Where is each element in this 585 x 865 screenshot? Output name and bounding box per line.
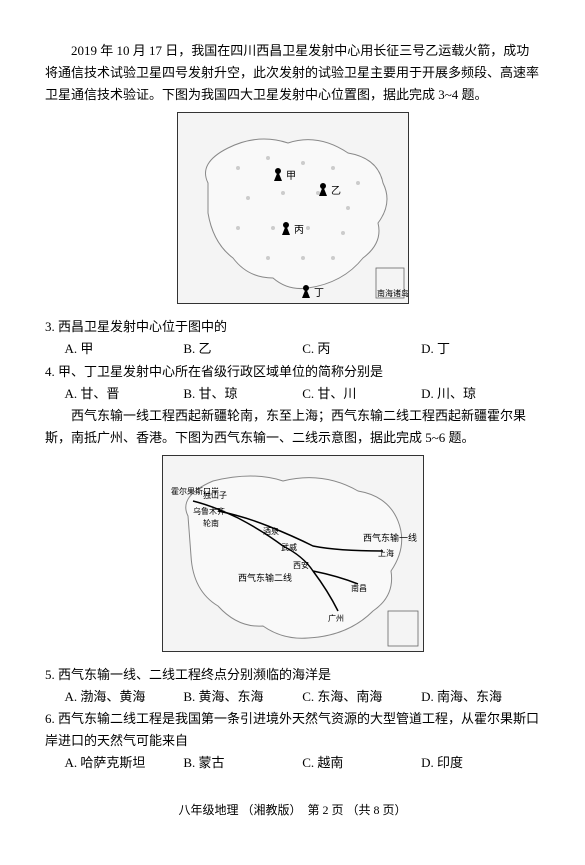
q5-opt-d: D. 南海、东海 bbox=[421, 686, 540, 708]
map-1-wrap: 甲 乙 丙 丁 南海诸岛 bbox=[45, 112, 540, 310]
q6-options: A. 哈萨克斯坦 B. 蒙古 C. 越南 D. 印度 bbox=[45, 752, 540, 774]
page-content: 2019 年 10 月 17 日，我国在四川西昌卫星发射中心用长征三号乙运载火箭… bbox=[0, 0, 585, 840]
city-lunnan: 轮南 bbox=[203, 518, 219, 528]
q3-opt-a: A. 甲 bbox=[65, 338, 184, 360]
q5-opt-c: C. 东海、南海 bbox=[302, 686, 421, 708]
china-map-launch-centers: 甲 乙 丙 丁 南海诸岛 bbox=[177, 112, 409, 304]
q4-options: A. 甘、晋 B. 甘、琼 C. 甘、川 D. 川、琼 bbox=[45, 383, 540, 405]
q6-opt-d: D. 印度 bbox=[421, 752, 540, 774]
city-xian: 西安 bbox=[293, 560, 309, 570]
line1-label: 西气东输一线 bbox=[363, 532, 417, 543]
city-nanchang: 南昌 bbox=[351, 583, 367, 593]
intro-paragraph-1: 2019 年 10 月 17 日，我国在四川西昌卫星发射中心用长征三号乙运载火箭… bbox=[45, 40, 540, 106]
q3-stem: 3. 西昌卫星发射中心位于图中的 bbox=[45, 316, 540, 338]
q3-opt-b: B. 乙 bbox=[183, 338, 302, 360]
q3-opt-d: D. 丁 bbox=[421, 338, 540, 360]
city-wulumuqi: 乌鲁木齐 bbox=[193, 506, 225, 516]
q4-stem: 4. 甲、丁卫星发射中心所在省级行政区域单位的简称分别是 bbox=[45, 361, 540, 383]
city-guangzhou: 广州 bbox=[328, 613, 344, 623]
city-jiuquan: 酒泉 bbox=[263, 526, 279, 536]
q5-options: A. 渤海、黄海 B. 黄海、东海 C. 东海、南海 D. 南海、东海 bbox=[45, 686, 540, 708]
q6-opt-a: A. 哈萨克斯坦 bbox=[65, 752, 184, 774]
map-1-svg: 甲 乙 丙 丁 南海诸岛 bbox=[178, 113, 408, 303]
q4-opt-c: C. 甘、川 bbox=[302, 383, 421, 405]
q6-opt-c: C. 越南 bbox=[302, 752, 421, 774]
china-map-gas-pipelines: 霍尔果斯口岸 独山子 乌鲁木齐 轮南 酒泉 武威 西安 上海 南昌 广州 西气东… bbox=[162, 455, 424, 652]
q6-stem: 6. 西气东输二线工程是我国第一条引进境外天然气资源的大型管道工程，从霍尔果斯口… bbox=[45, 708, 540, 752]
map1-label-jia: 甲 bbox=[286, 171, 296, 182]
q4-opt-d: D. 川、琼 bbox=[421, 383, 540, 405]
city-wuwei: 武威 bbox=[281, 542, 297, 552]
intro-paragraph-2: 西气东输一线工程西起新疆轮南，东至上海；西气东输二线工程西起新疆霍尔果斯，南抵广… bbox=[45, 405, 540, 449]
line2-label: 西气东输二线 bbox=[238, 572, 292, 583]
q5-stem: 5. 西气东输一线、二线工程终点分别濒临的海洋是 bbox=[45, 664, 540, 686]
map1-label-ding: 丁 bbox=[314, 288, 324, 299]
q6-opt-b: B. 蒙古 bbox=[183, 752, 302, 774]
map-2-svg: 霍尔果斯口岸 独山子 乌鲁木齐 轮南 酒泉 武威 西安 上海 南昌 广州 西气东… bbox=[163, 456, 423, 651]
q4-opt-b: B. 甘、琼 bbox=[183, 383, 302, 405]
q3-options: A. 甲 B. 乙 C. 丙 D. 丁 bbox=[45, 338, 540, 360]
map1-inset-label: 南海诸岛 bbox=[377, 288, 408, 298]
map1-label-bing: 丙 bbox=[294, 225, 304, 236]
q4-opt-a: A. 甘、晋 bbox=[65, 383, 184, 405]
page-footer: 八年级地理 （湘教版） 第 2 页 （共 8 页） bbox=[45, 800, 540, 820]
city-shanghai: 上海 bbox=[378, 548, 394, 558]
q3-opt-c: C. 丙 bbox=[302, 338, 421, 360]
map1-label-yi: 乙 bbox=[331, 185, 341, 197]
q5-opt-a: A. 渤海、黄海 bbox=[65, 686, 184, 708]
map-2-wrap: 霍尔果斯口岸 独山子 乌鲁木齐 轮南 酒泉 武威 西安 上海 南昌 广州 西气东… bbox=[45, 455, 540, 658]
city-dushanzi: 独山子 bbox=[203, 490, 227, 500]
q5-opt-b: B. 黄海、东海 bbox=[183, 686, 302, 708]
